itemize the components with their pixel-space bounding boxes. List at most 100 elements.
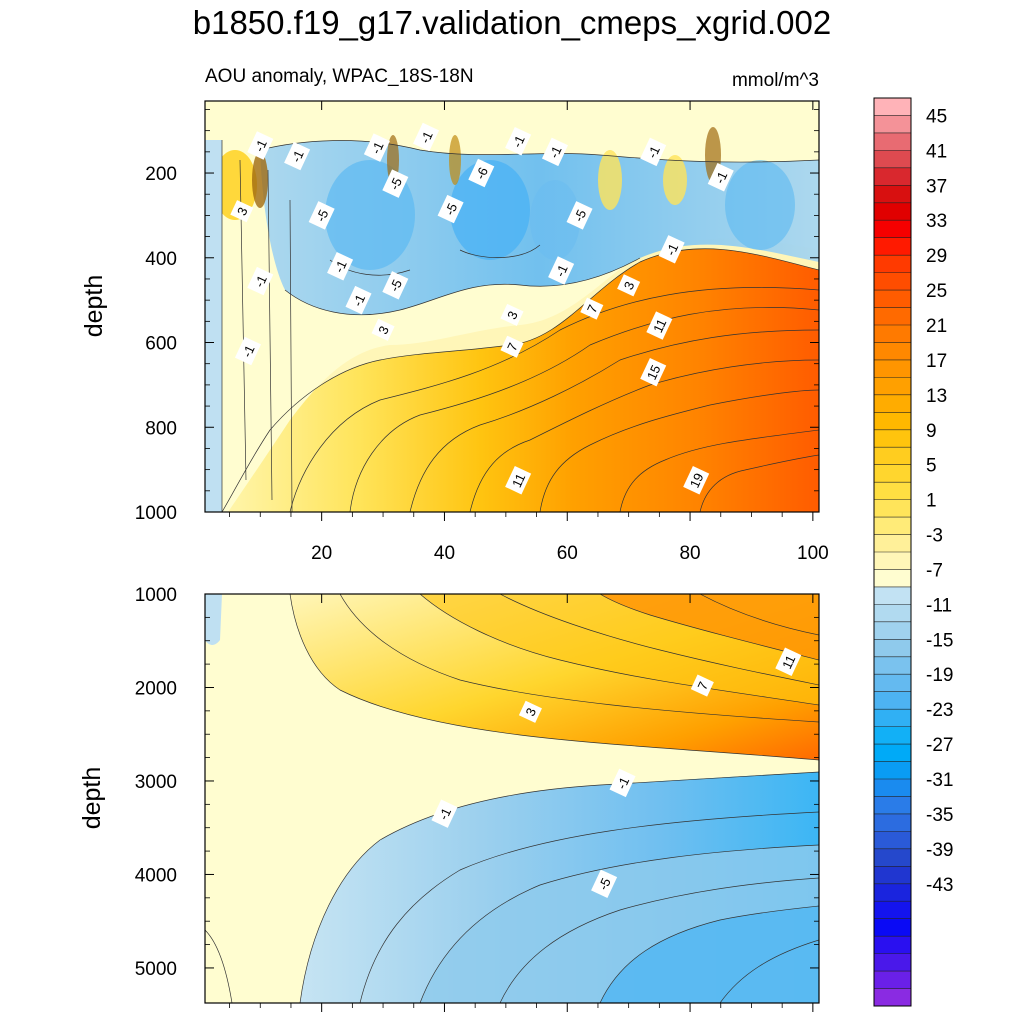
upper-max-4 [449,135,461,185]
upper-contour-label-box [382,271,409,300]
upper-contour-label-box [363,133,390,162]
lower-contour [419,594,819,706]
upper-contour [221,140,293,512]
lower-contour [289,594,819,761]
upper-contour-label: 11 [646,311,673,340]
upper-contour-label-text: 15 [644,363,664,382]
lower-axes: 1000 2000 3000 4000 5000 [135,585,819,1012]
colorbar-swatch [874,202,911,221]
upper-contour-label: -5 [382,271,409,300]
colorbar-swatch [874,185,911,204]
lower-contour-label-box [591,869,618,899]
lower-contour-label: -5 [591,869,618,899]
colorbar-swatch [874,499,911,518]
lower-contour-lines [205,594,819,1003]
lower-contour-label-text: -5 [595,876,613,893]
colorbar-tick-label: 21 [926,316,947,337]
colorbar-tick-label: -3 [926,526,943,547]
colorbar-swatch [874,412,911,431]
upper-contour-label: -1 [247,131,274,160]
colorbar: 45 41 37 33 29 25 21 17 13 9 5 1 -3 -7 -11 -15 -19 -23 -27… [873,97,953,1007]
colorbar-swatch [874,848,911,867]
upper-y-tick-label: 800 [145,418,177,439]
colorbar-swatch [874,307,911,326]
upper-contour-label-box [437,194,464,224]
upper-y-tick-label: 600 [145,334,177,355]
upper-contour-label-text: -1 [251,273,269,290]
lower-contour-label-box [518,700,542,723]
upper-contour [289,287,819,512]
colorbar-swatch [874,971,911,990]
colorbar-tick-label: 1 [926,491,937,512]
upper-contour [409,329,819,512]
colorbar-swatch [874,796,911,815]
colorbar-swatch [874,831,911,850]
upper-contour-label: -1 [327,252,354,281]
colorbar-swatch [874,761,911,780]
upper-contour-label: 19 [683,465,710,495]
upper-contour-label-text: -5 [387,277,405,294]
upper-contour-label-text: -1 [239,343,257,360]
colorbar-swatch [874,342,911,361]
upper-contour [469,359,819,512]
upper-x-tick-label: 20 [311,543,332,564]
upper-contour-label-box [646,311,673,340]
lower-contour [359,811,819,1003]
colorbar-swatch [874,604,911,623]
upper-contour-label-box [683,465,710,495]
upper-contour-label-box [468,158,495,188]
upper-contour-label: 7 [500,335,524,358]
colorbar-swatch [874,517,911,536]
upper-contour-label: -6 [468,158,495,188]
upper-contour-labels: -1-1-1-1 -1-1 -1-13 -5-5-6-5 -5-1-1-5-1-1337… [230,122,734,495]
upper-contour-label-box [505,465,532,495]
upper-frame [204,100,820,513]
upper-contour-label: -1 [363,133,390,162]
colorbar-swatch [874,115,911,134]
upper-contour-label-box [413,122,440,152]
chart-units: mmol/m^3 [732,70,819,91]
colorbar-swatch [874,656,911,675]
colorbar-swatch [874,552,911,570]
chart-subtitle-left: AOU anomaly, WPAC_18S-18N [205,66,474,87]
colorbar-swatch [874,639,911,658]
upper-contour-label-box [658,235,685,264]
colorbar-swatch [874,726,911,745]
lower-west-cold-patch [205,594,222,645]
upper-contour [619,429,819,512]
lower-contour [299,771,819,1003]
lower-y-tick-label: 4000 [135,865,177,886]
upper-contour [259,140,819,163]
colorbar-swatch [874,744,911,763]
upper-contour-label-box [230,200,254,223]
colorbar-swatch [874,534,911,553]
colorbar-tick-label: 45 [926,106,947,127]
upper-contour-label-box [308,201,335,230]
upper-contour-label-text: -1 [368,139,386,156]
upper-min-4 [530,180,580,260]
upper-contour-label-text: 11 [650,316,669,335]
lower-contour-labels: 11 7 3 -1 -1 -5 [431,647,802,899]
upper-contour-label-box [640,137,667,167]
upper-contour-label-box [327,252,354,281]
colorbar-tick-label: 13 [926,386,947,407]
colorbar-swatch [874,237,911,256]
upper-y-tick-label: 1000 [135,503,177,524]
upper-min-3 [725,160,795,250]
upper-contour-label: -1 [505,127,532,156]
lower-contour-label-box [431,799,458,828]
colorbar-tick-label: -19 [926,665,953,686]
colorbar-tick-label: 17 [926,351,947,372]
upper-contour-label-box [548,256,575,285]
colorbar-swatch [874,447,911,466]
lower-contour-label-box [690,674,714,697]
upper-contour-label: -5 [437,194,464,224]
colorbar-swatch [874,691,911,710]
upper-contour-label: -1 [640,137,667,167]
lower-contour-label-text: -1 [614,775,632,792]
lower-cold-core-2 [600,906,819,1003]
colorbar-swatch [874,394,911,413]
lower-contour [599,905,819,1003]
colorbar-swatch [874,918,911,937]
upper-x-tick-label: 60 [557,543,578,564]
